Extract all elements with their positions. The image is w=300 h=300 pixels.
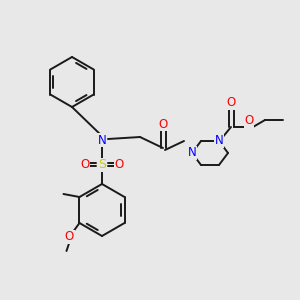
Text: N: N	[188, 146, 196, 160]
Text: O: O	[65, 230, 74, 244]
Text: O: O	[80, 158, 90, 172]
Text: O: O	[158, 118, 168, 130]
Text: N: N	[214, 134, 224, 148]
Text: S: S	[98, 158, 106, 172]
Text: O: O	[244, 115, 253, 128]
Text: O: O	[226, 97, 236, 110]
Text: O: O	[114, 158, 124, 172]
Text: N: N	[98, 134, 106, 146]
